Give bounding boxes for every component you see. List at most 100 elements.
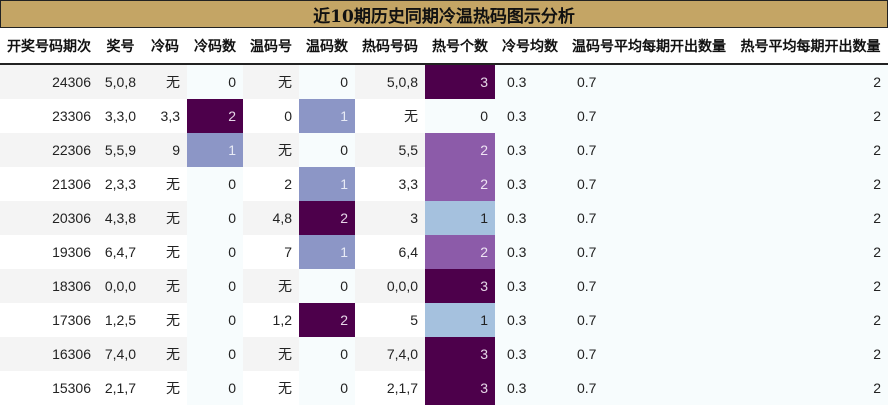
- warm-avg-cell: 0.7: [565, 371, 733, 405]
- col-header-warm-avg[interactable]: 温码号平均每期开出数量: [565, 28, 733, 65]
- cold-count-cell: 0: [187, 201, 243, 235]
- cold-avg-cell: 0.3: [495, 167, 565, 201]
- warm-count-cell: 0: [299, 64, 355, 99]
- warm-avg-cell: 0.7: [565, 269, 733, 303]
- cold-cell: 9: [143, 133, 187, 167]
- numbers-cell: 3,3,0: [98, 99, 143, 133]
- cold-cell: 无: [143, 201, 187, 235]
- warm-cell: 2: [243, 167, 299, 201]
- col-header-period[interactable]: 开奖号码期次: [0, 28, 98, 65]
- hot-avg-cell: 2: [733, 133, 888, 167]
- table-row: 24306 5,0,8 无 0 无 0 5,0,8 3 0.3 0.7 2: [0, 64, 888, 99]
- warm-avg-cell: 0.7: [565, 303, 733, 337]
- cold-avg-cell: 0.3: [495, 64, 565, 99]
- col-header-cold-count[interactable]: 冷码数: [187, 28, 243, 65]
- col-header-warm-count[interactable]: 温码数: [299, 28, 355, 65]
- table-row: 17306 1,2,5 无 0 1,2 2 5 1 0.3 0.7 2: [0, 303, 888, 337]
- warm-avg-cell: 0.7: [565, 133, 733, 167]
- hot-cell: 5,5: [355, 133, 425, 167]
- hot-count-cell: 1: [425, 201, 495, 235]
- numbers-cell: 0,0,0: [98, 269, 143, 303]
- warm-cell: 1,2: [243, 303, 299, 337]
- numbers-cell: 6,4,7: [98, 235, 143, 269]
- hot-avg-cell: 2: [733, 167, 888, 201]
- period-cell: 15306: [0, 371, 98, 405]
- numbers-cell: 2,1,7: [98, 371, 143, 405]
- cold-cell: 无: [143, 337, 187, 371]
- warm-cell: 7: [243, 235, 299, 269]
- hot-avg-cell: 2: [733, 99, 888, 133]
- numbers-cell: 5,0,8: [98, 64, 143, 99]
- cold-avg-cell: 0.3: [495, 337, 565, 371]
- cold-cell: 无: [143, 269, 187, 303]
- cold-count-cell: 0: [187, 269, 243, 303]
- warm-count-cell: 0: [299, 371, 355, 405]
- period-cell: 20306: [0, 201, 98, 235]
- hot-cell: 5: [355, 303, 425, 337]
- hot-avg-cell: 2: [733, 303, 888, 337]
- warm-count-cell: 0: [299, 133, 355, 167]
- hot-count-cell: 3: [425, 371, 495, 405]
- warm-cell: 无: [243, 337, 299, 371]
- hot-count-cell: 3: [425, 269, 495, 303]
- table-row: 21306 2,3,3 无 0 2 1 3,3 2 0.3 0.7 2: [0, 167, 888, 201]
- period-cell: 23306: [0, 99, 98, 133]
- cold-cell: 无: [143, 64, 187, 99]
- hot-avg-cell: 2: [733, 371, 888, 405]
- warm-cell: 无: [243, 371, 299, 405]
- cold-count-cell: 1: [187, 133, 243, 167]
- hot-count-cell: 1: [425, 303, 495, 337]
- hot-count-cell: 0: [425, 99, 495, 133]
- col-header-warm[interactable]: 温码号: [243, 28, 299, 65]
- warm-count-cell: 0: [299, 337, 355, 371]
- col-header-cold[interactable]: 冷码: [143, 28, 187, 65]
- col-header-cold-avg[interactable]: 冷号均数: [495, 28, 565, 65]
- hot-cell: 5,0,8: [355, 64, 425, 99]
- hot-cell: 7,4,0: [355, 337, 425, 371]
- warm-avg-cell: 0.7: [565, 201, 733, 235]
- table-row: 22306 5,5,9 9 1 无 0 5,5 2 0.3 0.7 2: [0, 133, 888, 167]
- numbers-cell: 7,4,0: [98, 337, 143, 371]
- col-header-hot-avg[interactable]: 热号平均每期开出数量: [733, 28, 888, 65]
- period-cell: 18306: [0, 269, 98, 303]
- table-title: 近10期历史同期冷温热码图示分析: [0, 0, 888, 28]
- warm-count-cell: 1: [299, 167, 355, 201]
- table-row: 20306 4,3,8 无 0 4,8 2 3 1 0.3 0.7 2: [0, 201, 888, 235]
- warm-avg-cell: 0.7: [565, 337, 733, 371]
- col-header-hot[interactable]: 热码号码: [355, 28, 425, 65]
- warm-count-cell: 2: [299, 303, 355, 337]
- table-row: 18306 0,0,0 无 0 无 0 0,0,0 3 0.3 0.7 2: [0, 269, 888, 303]
- hot-avg-cell: 2: [733, 201, 888, 235]
- hot-count-cell: 2: [425, 235, 495, 269]
- col-header-hot-count[interactable]: 热号个数: [425, 28, 495, 65]
- cold-warm-hot-table: 开奖号码期次 奖号 冷码 冷码数 温码号 温码数 热码号码 热号个数 冷号均数 …: [0, 28, 888, 405]
- numbers-cell: 4,3,8: [98, 201, 143, 235]
- cold-cell: 无: [143, 371, 187, 405]
- cold-count-cell: 0: [187, 167, 243, 201]
- cold-count-cell: 0: [187, 235, 243, 269]
- cold-cell: 3,3: [143, 99, 187, 133]
- hot-avg-cell: 2: [733, 269, 888, 303]
- period-cell: 17306: [0, 303, 98, 337]
- hot-cell: 无: [355, 99, 425, 133]
- warm-cell: 0: [243, 99, 299, 133]
- cold-cell: 无: [143, 303, 187, 337]
- period-cell: 24306: [0, 64, 98, 99]
- period-cell: 22306: [0, 133, 98, 167]
- cold-avg-cell: 0.3: [495, 201, 565, 235]
- header-row: 开奖号码期次 奖号 冷码 冷码数 温码号 温码数 热码号码 热号个数 冷号均数 …: [0, 28, 888, 65]
- cold-count-cell: 0: [187, 303, 243, 337]
- hot-cell: 3,3: [355, 167, 425, 201]
- hot-cell: 0,0,0: [355, 269, 425, 303]
- hot-count-cell: 2: [425, 167, 495, 201]
- cold-avg-cell: 0.3: [495, 133, 565, 167]
- cold-avg-cell: 0.3: [495, 269, 565, 303]
- period-cell: 21306: [0, 167, 98, 201]
- warm-count-cell: 2: [299, 201, 355, 235]
- hot-cell: 6,4: [355, 235, 425, 269]
- hot-cell: 2,1,7: [355, 371, 425, 405]
- cold-count-cell: 0: [187, 337, 243, 371]
- hot-count-cell: 2: [425, 133, 495, 167]
- warm-avg-cell: 0.7: [565, 99, 733, 133]
- col-header-numbers[interactable]: 奖号: [98, 28, 143, 65]
